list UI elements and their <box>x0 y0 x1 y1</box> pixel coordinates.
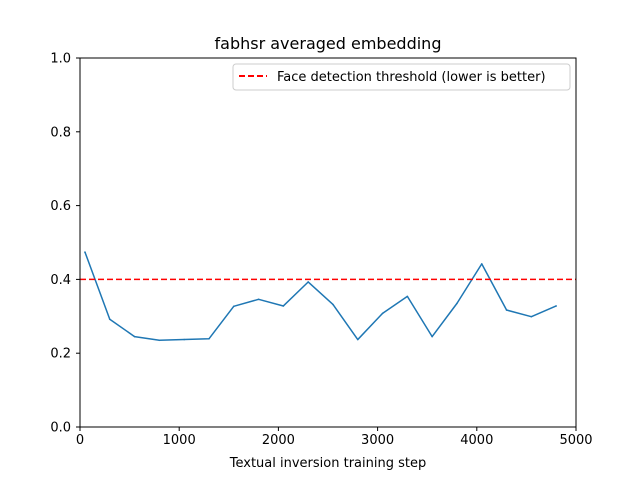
data-point <box>332 303 334 306</box>
data-point <box>456 302 458 305</box>
y-tick-label: 0.4 <box>50 273 71 288</box>
legend: Face detection threshold (lower is bette… <box>232 63 571 91</box>
data-point <box>530 315 533 318</box>
y-tick-label: 0.6 <box>50 199 71 214</box>
data-point <box>307 281 309 283</box>
x-tick-label: 1000 <box>163 433 196 448</box>
x-tick-label: 5000 <box>559 433 592 448</box>
axes: 0 1000 2000 3000 4000 5000 0.0 0.2 0.4 0.6 0.8 1.0 <box>50 52 592 449</box>
data-point <box>555 305 557 307</box>
legend-box <box>232 63 571 91</box>
data-point <box>480 263 483 265</box>
data-point <box>108 318 111 321</box>
data-point <box>356 338 359 341</box>
x-tick-label: 4000 <box>460 433 493 448</box>
chart-title: fabhsr averaged embedding <box>215 34 442 53</box>
data-point <box>84 251 86 253</box>
data-point <box>431 335 433 338</box>
data-point <box>282 305 285 307</box>
data-point <box>381 312 384 315</box>
x-tick-label: 0 <box>76 433 84 448</box>
data-point <box>406 295 409 298</box>
data-point <box>505 309 508 311</box>
plot-area <box>80 251 576 342</box>
y-tick-label: 0.0 <box>50 421 71 436</box>
data-point <box>257 298 260 301</box>
y-tick-label: 1.0 <box>50 52 71 67</box>
y-tick-label: 0.8 <box>50 125 71 140</box>
axes-frame <box>79 57 577 428</box>
x-tick-label: 2000 <box>262 433 295 448</box>
data-point <box>232 305 235 308</box>
data-point <box>158 339 161 342</box>
data-point <box>133 335 136 338</box>
x-axis-label: Textual inversion training step <box>229 456 426 471</box>
series-line-0 <box>84 251 557 342</box>
y-tick-label: 0.2 <box>50 347 71 362</box>
data-point <box>183 338 185 341</box>
legend-label-threshold: Face detection threshold (lower is bette… <box>277 70 546 85</box>
x-tick-label: 3000 <box>361 433 394 448</box>
data-point <box>208 338 210 340</box>
